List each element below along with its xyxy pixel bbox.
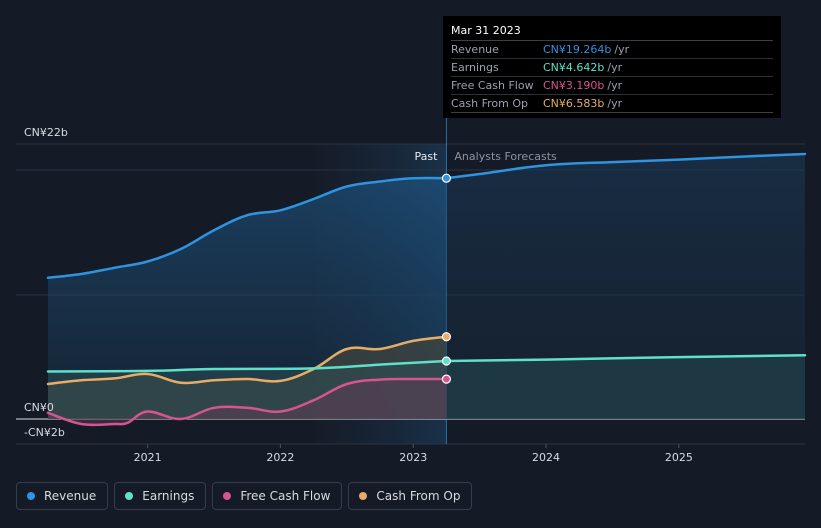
legend-item-revenue[interactable]: Revenue <box>16 482 109 510</box>
tooltip-unit: /yr <box>607 97 623 110</box>
x-tick-label: 2022 <box>266 451 294 464</box>
tooltip-value: CN¥6.583b <box>543 97 605 110</box>
earnings-forecast-area <box>446 355 805 419</box>
tooltip-panel: Mar 31 2023 Revenue CN¥19.264b /yr Earni… <box>443 16 781 118</box>
tooltip-label: Revenue <box>451 43 499 56</box>
revenue-line <box>46 176 448 280</box>
tooltip-unit: /yr <box>614 43 630 56</box>
y-axis-label-top: CN¥22b <box>24 126 68 139</box>
tooltip-date: Mar 31 2023 <box>451 23 773 41</box>
tooltip-label: Cash From Op <box>451 97 529 110</box>
earnings-line <box>46 359 448 373</box>
free-cash-flow-point <box>441 374 452 384</box>
y-axis-label-zero: CN¥0 <box>24 401 54 414</box>
free-cash-flow-line <box>46 377 448 427</box>
legend-label: Earnings <box>142 489 195 503</box>
past-label: Past <box>414 150 438 163</box>
legend-dot-icon <box>359 492 368 500</box>
legend-dot-icon <box>125 492 134 500</box>
y-axis-label-bottom: -CN¥2b <box>24 426 65 439</box>
tooltip-label: Earnings <box>451 61 499 74</box>
cash-from-op-point <box>441 332 452 342</box>
tooltip-row-cash-from-op: Cash From Op CN¥6.583b /yr <box>451 95 773 113</box>
legend-label: Free Cash Flow <box>240 489 331 503</box>
legend-dot-icon <box>27 492 35 500</box>
tooltip-row-earnings: Earnings CN¥4.642b /yr <box>451 59 773 77</box>
tooltip-unit: /yr <box>607 79 623 92</box>
free-cash-flow-area <box>48 378 447 425</box>
x-tick-label: 2023 <box>399 451 427 464</box>
x-tick-label: 2025 <box>665 451 693 464</box>
tooltip-value: CN¥3.190b <box>543 79 605 92</box>
revenue-point <box>441 173 452 183</box>
tooltip-value: CN¥19.264b <box>543 43 612 56</box>
earnings-area <box>48 361 447 419</box>
tooltip-row-free-cash-flow: Free Cash Flow CN¥3.190b /yr <box>451 77 773 95</box>
earnings-forecast-line <box>445 354 807 363</box>
x-tick-label: 2021 <box>134 451 162 464</box>
tooltip-label: Free Cash Flow <box>451 79 534 92</box>
earnings-point <box>441 356 452 366</box>
legend-label: Cash From Op <box>376 489 461 503</box>
cash-from-op-line <box>46 335 448 386</box>
legend-dot-icon <box>223 492 232 500</box>
legend-label: Revenue <box>44 489 97 503</box>
forecast-label: Analysts Forecasts <box>454 150 557 163</box>
legend-item-cash-from-op[interactable]: Cash From Op <box>348 482 473 510</box>
x-tick-label: 2024 <box>532 451 560 464</box>
chart-legend: Revenue Earnings Free Cash Flow Cash Fro… <box>16 482 473 510</box>
revenue-forecast-line <box>445 152 807 180</box>
legend-item-free-cash-flow[interactable]: Free Cash Flow <box>212 482 343 510</box>
tooltip-row-revenue: Revenue CN¥19.264b /yr <box>451 41 773 59</box>
tooltip-unit: /yr <box>607 61 623 74</box>
revenue-forecast-area <box>446 154 805 419</box>
tooltip-value: CN¥4.642b <box>543 61 605 74</box>
legend-item-earnings[interactable]: Earnings <box>114 482 207 510</box>
